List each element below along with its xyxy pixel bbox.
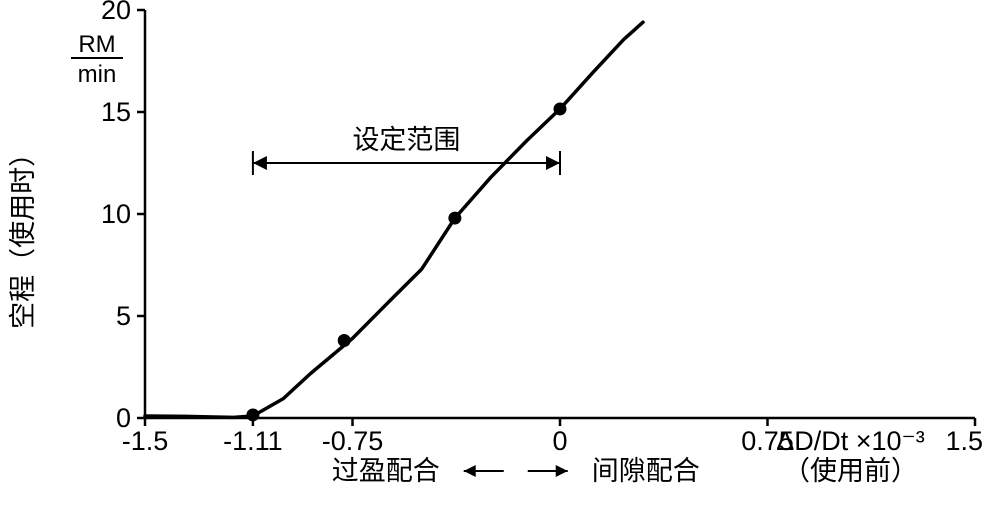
- data-marker: [338, 334, 351, 347]
- y-tick-label: 15: [101, 97, 131, 127]
- x-axis-label-main: ΔD/Dt ×10⁻³: [776, 426, 925, 456]
- chart-svg: 05101520-1.5-1.11-0.7500.751.5ΔD/Dt ×10⁻…: [0, 0, 1000, 518]
- data-marker: [554, 102, 567, 115]
- x-tick-label: 1.5: [945, 426, 983, 456]
- y-axis-label: 空程（使用时）: [8, 140, 38, 329]
- x-tick-label: -0.75: [322, 426, 384, 456]
- min-label: min: [78, 61, 117, 88]
- y-tick-label: 10: [101, 199, 131, 229]
- y-tick-label: 5: [116, 301, 131, 331]
- chart-container: 05101520-1.5-1.11-0.7500.751.5ΔD/Dt ×10⁻…: [0, 0, 1000, 518]
- x-tick-label: -1.5: [122, 426, 169, 456]
- data-marker: [246, 408, 259, 421]
- fit-left-label: 过盈配合: [332, 456, 440, 486]
- range-label: 设定范围: [352, 125, 460, 155]
- y-tick-label: 20: [101, 0, 131, 25]
- data-marker: [448, 212, 461, 225]
- rm-label: RM: [78, 31, 115, 58]
- fit-right-label: 间隙配合: [592, 456, 700, 486]
- x-tick-label: -1.11: [223, 426, 283, 456]
- x-tick-label: 0: [552, 426, 567, 456]
- x-axis-label-sub: （使用前）: [783, 456, 918, 486]
